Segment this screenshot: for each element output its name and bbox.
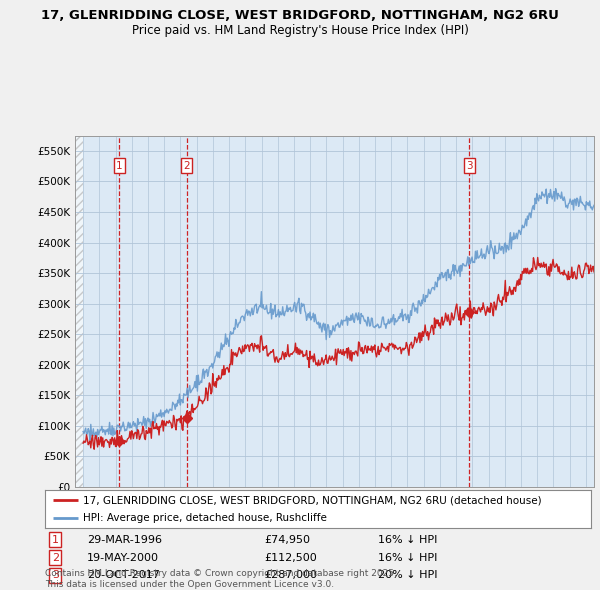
Text: 29-MAR-1996: 29-MAR-1996 [87, 535, 162, 545]
Text: £287,000: £287,000 [264, 571, 317, 580]
Text: 3: 3 [52, 571, 59, 580]
Text: 3: 3 [466, 160, 472, 171]
Text: 17, GLENRIDDING CLOSE, WEST BRIDGFORD, NOTTINGHAM, NG2 6RU: 17, GLENRIDDING CLOSE, WEST BRIDGFORD, N… [41, 9, 559, 22]
Text: 16% ↓ HPI: 16% ↓ HPI [378, 553, 437, 562]
Text: HPI: Average price, detached house, Rushcliffe: HPI: Average price, detached house, Rush… [83, 513, 327, 523]
Text: 1: 1 [116, 160, 122, 171]
Text: £74,950: £74,950 [264, 535, 310, 545]
Text: 2: 2 [52, 553, 59, 562]
Text: £112,500: £112,500 [264, 553, 317, 562]
Text: 20% ↓ HPI: 20% ↓ HPI [378, 571, 437, 580]
Text: 1: 1 [52, 535, 59, 545]
Text: Contains HM Land Registry data © Crown copyright and database right 2025.
This d: Contains HM Land Registry data © Crown c… [45, 569, 397, 589]
Text: 2: 2 [183, 160, 190, 171]
Text: 19-MAY-2000: 19-MAY-2000 [87, 553, 159, 562]
Text: 17, GLENRIDDING CLOSE, WEST BRIDGFORD, NOTTINGHAM, NG2 6RU (detached house): 17, GLENRIDDING CLOSE, WEST BRIDGFORD, N… [83, 495, 542, 505]
Bar [75, 136, 83, 487]
Text: 16% ↓ HPI: 16% ↓ HPI [378, 535, 437, 545]
Text: 20-OCT-2017: 20-OCT-2017 [87, 571, 160, 580]
Text: Price paid vs. HM Land Registry's House Price Index (HPI): Price paid vs. HM Land Registry's House … [131, 24, 469, 37]
